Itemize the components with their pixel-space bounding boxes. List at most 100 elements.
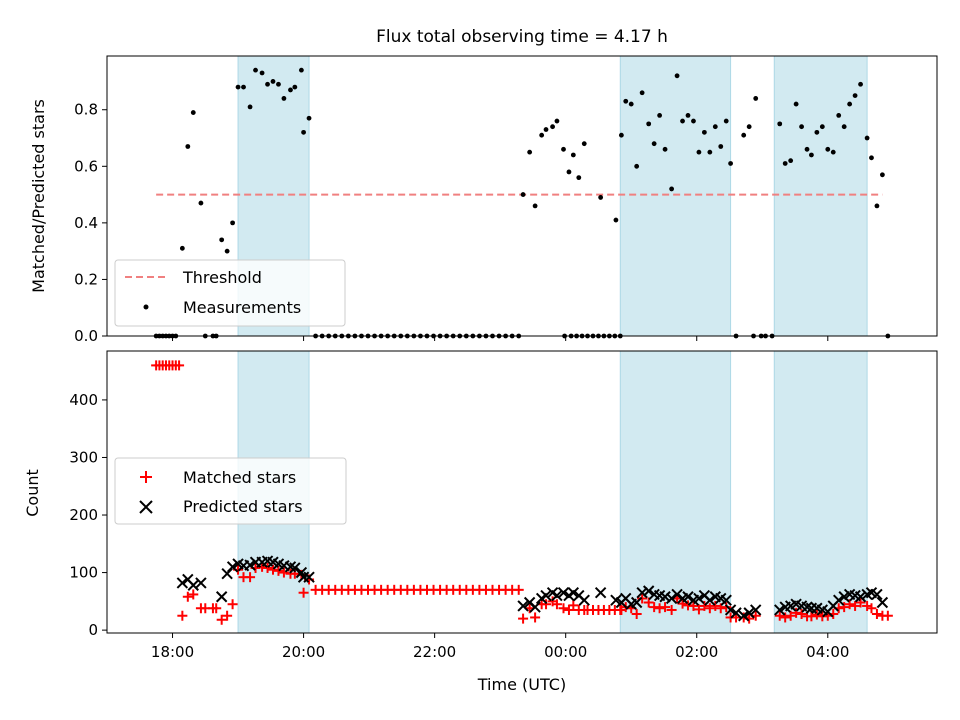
predicted-star-point [557,587,570,599]
predicted-star-point [743,607,755,619]
x-tick-label: 00:00 [544,643,587,661]
chart-title: Flux total observing time = 4.17 h [376,27,668,47]
y-tick-label: 0.2 [74,270,98,288]
predicted-star-point [226,561,239,573]
measurement-point [879,172,885,178]
matched-star-point [850,600,861,611]
matched-star-point [721,602,732,613]
measurement-point [539,132,545,138]
predicted-star-point [833,594,845,606]
matched-star-point [222,610,233,621]
measurement-point [306,115,312,121]
predicted-star-point [871,588,883,601]
measurement-point [292,84,298,90]
matched-star-point [216,614,227,625]
measurement-point [788,158,794,164]
predicted-star-point [750,604,762,616]
matched-star-point [177,610,188,621]
measurement-point [696,149,702,155]
measurement-point [185,144,191,149]
measurement-point [241,84,246,90]
measurement-point [623,98,629,104]
y-tick-label: 0.0 [74,327,98,345]
matched-star-point [262,562,273,573]
measurement-point [219,237,225,243]
measurement-point [301,129,306,135]
predicted-star-point [659,591,671,603]
measurement-point [561,146,566,152]
measurement-point [728,161,733,166]
measurement-point [814,129,820,135]
predicted-star-point [303,571,315,583]
measurement-point [270,79,276,84]
measurement-point [712,124,718,130]
matched-star-point [791,607,802,618]
y-tick-label: 100 [69,564,98,582]
predicted-star-point [730,607,742,619]
x-tick-label: 02:00 [675,643,718,661]
measurement-point [858,81,863,87]
matched-star-point [774,610,785,621]
measurement-point [179,245,185,251]
matched-star-point [298,587,309,598]
matched-star-point [643,597,654,608]
x-axis-label: Time (UTC) [477,675,566,694]
measurement-point [634,163,640,169]
matched-star-point [637,593,648,604]
matched-star-point [785,610,796,621]
predicted-stars-layer [176,555,889,622]
shaded-span-3 [773,350,868,634]
matched-stars-layer [151,360,893,625]
matched-star-point [855,597,866,608]
measurement-point [793,101,799,107]
measurement-point [830,149,836,155]
measurement-point [198,200,204,206]
predicted-star-point [195,577,207,589]
x-tick-label: 04:00 [806,643,849,661]
matched-star-point [563,604,574,615]
measurements-layer [153,67,891,339]
bottom-legend-box [114,457,347,525]
predicted-star-point [774,604,786,616]
top-panel: 0.00.20.40.60.8 Matched/Predicted stars … [29,55,938,345]
top-axes-frame [106,55,938,337]
predicted-star-point [215,591,228,603]
bottom-y-axis: 0 100 200 300 400 [69,391,107,639]
measurement-point [825,146,831,152]
measurement-point [651,141,657,147]
x-tick-label: 22:00 [413,643,456,661]
legend-matched-label: Matched stars [183,468,296,487]
matched-star-point [660,602,671,613]
measurement-point [718,144,724,149]
matched-star-point [541,599,552,610]
top-legend: Threshold Measurements [114,259,346,327]
y-tick-label: 0.6 [74,157,98,175]
y-tick-label: 0 [88,621,98,639]
measurement-point [570,152,576,158]
matched-star-point [518,613,529,624]
matched-star-point [227,599,238,610]
matched-star-point [188,589,199,600]
measurement-point [662,146,668,152]
measurement-point [639,90,645,96]
bottom-panel: 0 100 200 300 400 18:00 20:00 22:00 00:00 02:00 0… [23,350,938,694]
matched-star-point [211,603,222,614]
predicted-star-point [636,587,648,599]
predicted-star-point [737,610,750,622]
matched-star-point [631,609,642,620]
measurement-point [288,87,293,93]
top-legend-box [114,259,346,327]
matched-star-point [513,584,524,595]
matched-star-point [811,609,822,620]
measurement-point [847,101,853,107]
bottom-axes-frame [106,350,938,634]
predicted-star-point [221,568,233,580]
legend-measurements-swatch [143,304,149,310]
bottom-x-axis: 18:00 20:00 22:00 00:00 02:00 04:00 [151,633,849,661]
x-tick-label: 20:00 [282,643,325,661]
measurement-point [550,124,555,130]
measurement-point [247,104,253,110]
shaded-span-3 [773,55,868,337]
measurement-point [190,110,196,115]
measurement-point [746,124,752,130]
